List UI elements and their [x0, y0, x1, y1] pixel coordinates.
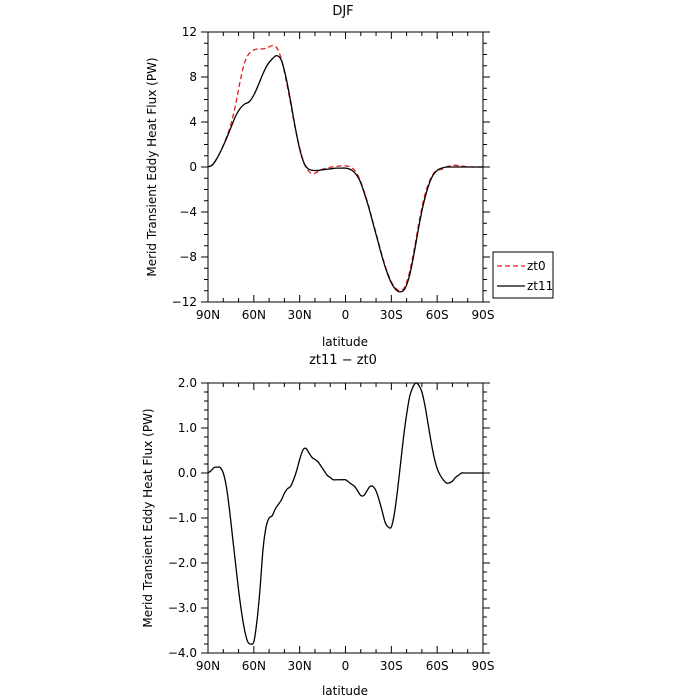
panel-difference: zt11 − zt0 90N 60N 30N 0 30S 60S 90S 2.0 1.0 0.0…	[141, 353, 494, 698]
y-tick-labels: 2.0 1.0 0.0 −1.0 −2.0 −3.0 −4.0	[168, 376, 197, 660]
chart-title: DJF	[332, 4, 353, 19]
series-line-zt0	[207, 44, 483, 292]
y-tick-label: 4	[189, 115, 197, 129]
y-axis-label: Merid Transient Eddy Heat Flux (PW)	[145, 57, 159, 276]
y-tick-label: 1.0	[178, 421, 197, 435]
y-tick-labels: 12 8 4 0 −4 −8 −12	[172, 25, 197, 309]
y-tick-label: −4	[179, 205, 197, 219]
x-tick-label: 30S	[380, 659, 403, 673]
y-tick-label: −4.0	[168, 646, 197, 660]
series-lines	[207, 44, 483, 293]
x-tick-label: 60S	[426, 308, 449, 322]
x-tick-label: 60N	[242, 308, 266, 322]
x-tick-label: 60S	[426, 659, 449, 673]
legend-label-zt11: zt11	[527, 279, 553, 293]
y-tick-label: 12	[182, 25, 197, 39]
x-axis-label: latitude	[322, 335, 368, 349]
chart-title: zt11 − zt0	[309, 353, 377, 368]
x-tick-label: 0	[342, 659, 350, 673]
x-tick-label: 30N	[288, 308, 312, 322]
panel-djf: DJF 90N 60N 30N 0 30S 60S 90S 12 8 4 0 −4 −8 −12 lat…	[145, 4, 554, 349]
series-lines	[207, 382, 483, 645]
y-tick-label: 0.0	[178, 466, 197, 480]
x-tick-label: 90N	[196, 659, 220, 673]
legend-box	[492, 251, 554, 299]
x-tick-label: 90S	[472, 659, 495, 673]
y-tick-label: 2.0	[178, 376, 197, 390]
legend: zt0 zt11	[492, 251, 554, 299]
x-tick-label: 90S	[472, 308, 495, 322]
plot-frame	[207, 31, 484, 303]
y-tick-label: −12	[172, 295, 197, 309]
y-tick-label: −1.0	[168, 511, 197, 525]
x-tick-labels: 90N 60N 30N 0 30S 60S 90S	[196, 659, 495, 673]
y-tick-label: −3.0	[168, 601, 197, 615]
plot-frame	[207, 382, 484, 654]
x-tick-label: 30N	[288, 659, 312, 673]
axis-ticks	[201, 31, 490, 303]
x-tick-label: 30S	[380, 308, 403, 322]
x-tick-label: 60N	[242, 659, 266, 673]
series-line	[207, 382, 483, 645]
y-tick-label: −2.0	[168, 556, 197, 570]
axis-ticks	[201, 382, 490, 654]
series-line-zt11	[207, 54, 483, 293]
legend-label-zt0: zt0	[527, 259, 546, 273]
x-tick-label: 0	[342, 308, 350, 322]
y-tick-label: 0	[189, 160, 197, 174]
x-axis-label: latitude	[322, 684, 368, 698]
y-tick-label: 8	[189, 70, 197, 84]
y-tick-label: −8	[179, 250, 197, 264]
x-tick-labels: 90N 60N 30N 0 30S 60S 90S	[196, 308, 495, 322]
y-axis-label: Merid Transient Eddy Heat Flux (PW)	[141, 408, 155, 627]
x-tick-label: 90N	[196, 308, 220, 322]
